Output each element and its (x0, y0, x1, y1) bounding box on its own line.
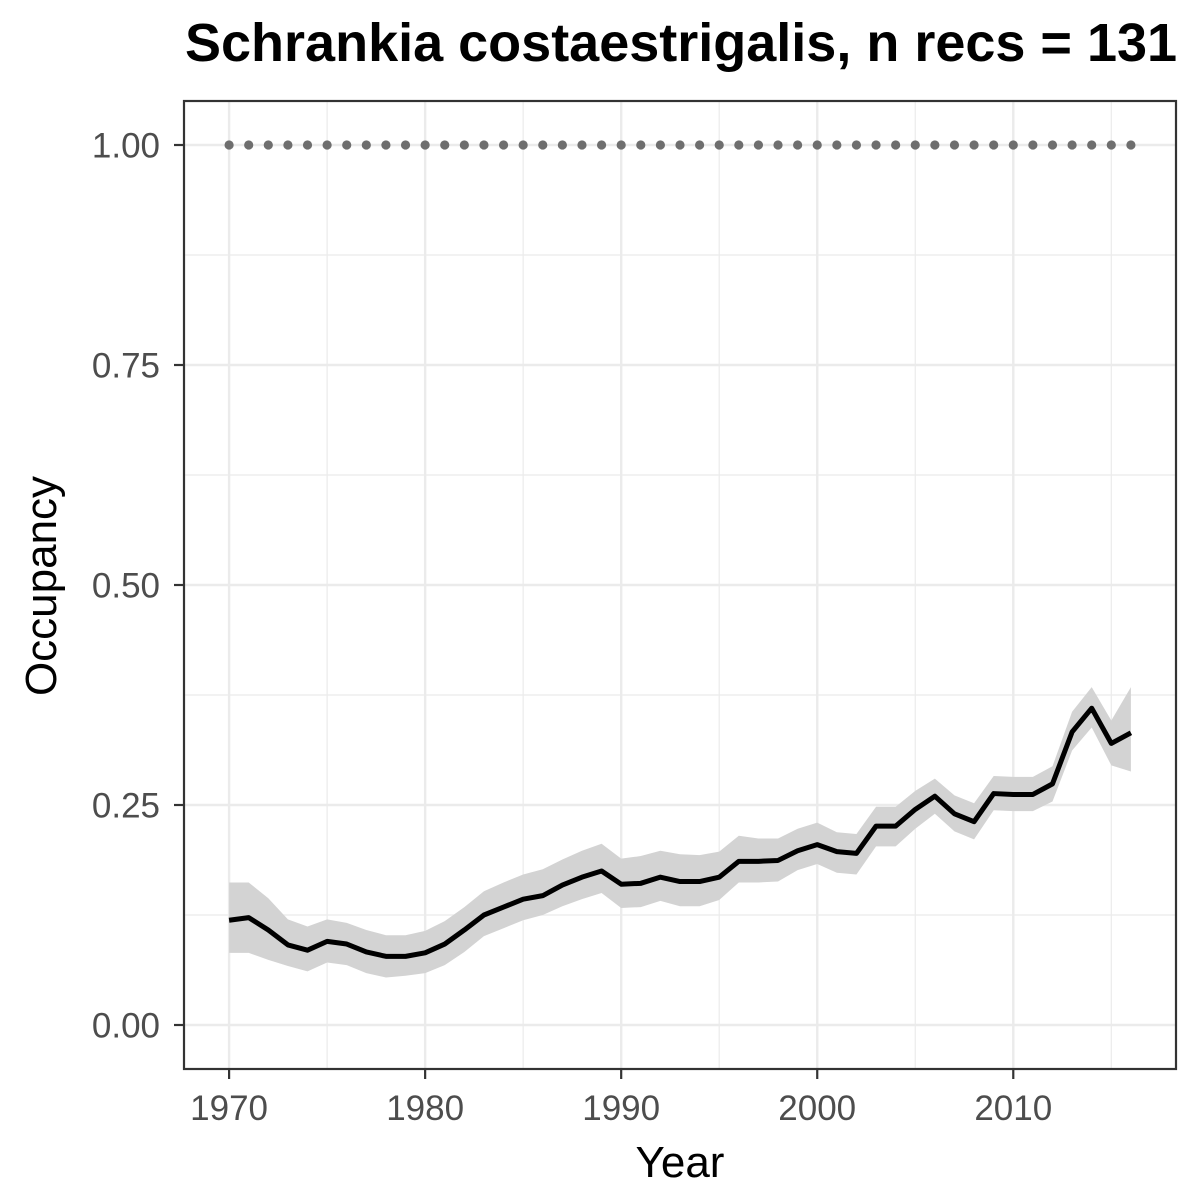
reference-point (577, 140, 587, 150)
reference-point (773, 140, 783, 150)
reference-point (244, 140, 254, 150)
reference-point (930, 140, 940, 150)
reference-point (675, 140, 685, 150)
data-layer (224, 140, 1136, 978)
reference-point (440, 140, 450, 150)
reference-point (969, 140, 979, 150)
reference-point (224, 140, 234, 150)
reference-point (459, 140, 469, 150)
reference-point (793, 140, 803, 150)
reference-point (1047, 140, 1058, 150)
x-axis: 1970 1980 1990 2000 2010 (190, 1069, 1052, 1128)
reference-point (263, 140, 273, 150)
x-axis-title: Year (636, 1138, 725, 1187)
reference-point (616, 140, 626, 150)
x-tick-label: 2000 (778, 1089, 856, 1128)
reference-point (342, 140, 352, 150)
reference-point (283, 140, 293, 150)
reference-point (871, 140, 881, 150)
occupancy-line (228, 705, 1133, 959)
y-tick-label: 0.75 (92, 347, 160, 386)
reference-point (891, 140, 901, 150)
reference-point (1067, 140, 1077, 150)
reference-point (498, 140, 509, 150)
x-tick-label: 1980 (386, 1089, 464, 1128)
reference-point (420, 140, 430, 150)
x-tick-label: 1990 (582, 1089, 660, 1128)
y-axis-title: Occupancy (17, 476, 66, 696)
reference-point (400, 140, 411, 150)
reference-point (1028, 140, 1038, 150)
reference-point (1087, 140, 1097, 150)
reference-point (361, 140, 371, 150)
reference-point (1008, 140, 1018, 150)
reference-point (557, 140, 567, 150)
reference-point (381, 140, 391, 150)
reference-point (596, 140, 607, 150)
reference-point (655, 140, 666, 150)
y-axis: 0.00 0.25 0.50 0.75 1.00 (92, 127, 184, 1046)
reference-point (1106, 140, 1116, 150)
reference-point (1126, 140, 1136, 150)
reference-point (832, 140, 842, 150)
reference-point (949, 140, 960, 150)
y-tick-label: 1.00 (92, 127, 160, 166)
reference-point (989, 140, 999, 150)
reference-point (910, 140, 920, 150)
y-tick-label: 0.00 (92, 1007, 160, 1046)
y-tick-label: 0.50 (92, 567, 160, 606)
reference-point (812, 140, 822, 150)
reference-point (734, 140, 744, 150)
chart-title: Schrankia costaestrigalis, n recs = 131 (185, 13, 1177, 73)
reference-point (538, 140, 548, 150)
reference-point (636, 140, 646, 150)
x-tick-label: 1970 (190, 1089, 268, 1128)
reference-point (479, 140, 489, 150)
reference-point (518, 140, 528, 150)
x-tick-label: 2010 (974, 1089, 1052, 1128)
reference-point (695, 140, 705, 150)
reference-point (302, 140, 313, 150)
confidence-band (229, 687, 1131, 978)
reference-point (714, 140, 724, 150)
y-tick-label: 0.25 (92, 787, 160, 826)
reference-point (753, 140, 764, 150)
reference-point (851, 140, 862, 150)
reference-point (322, 140, 332, 150)
